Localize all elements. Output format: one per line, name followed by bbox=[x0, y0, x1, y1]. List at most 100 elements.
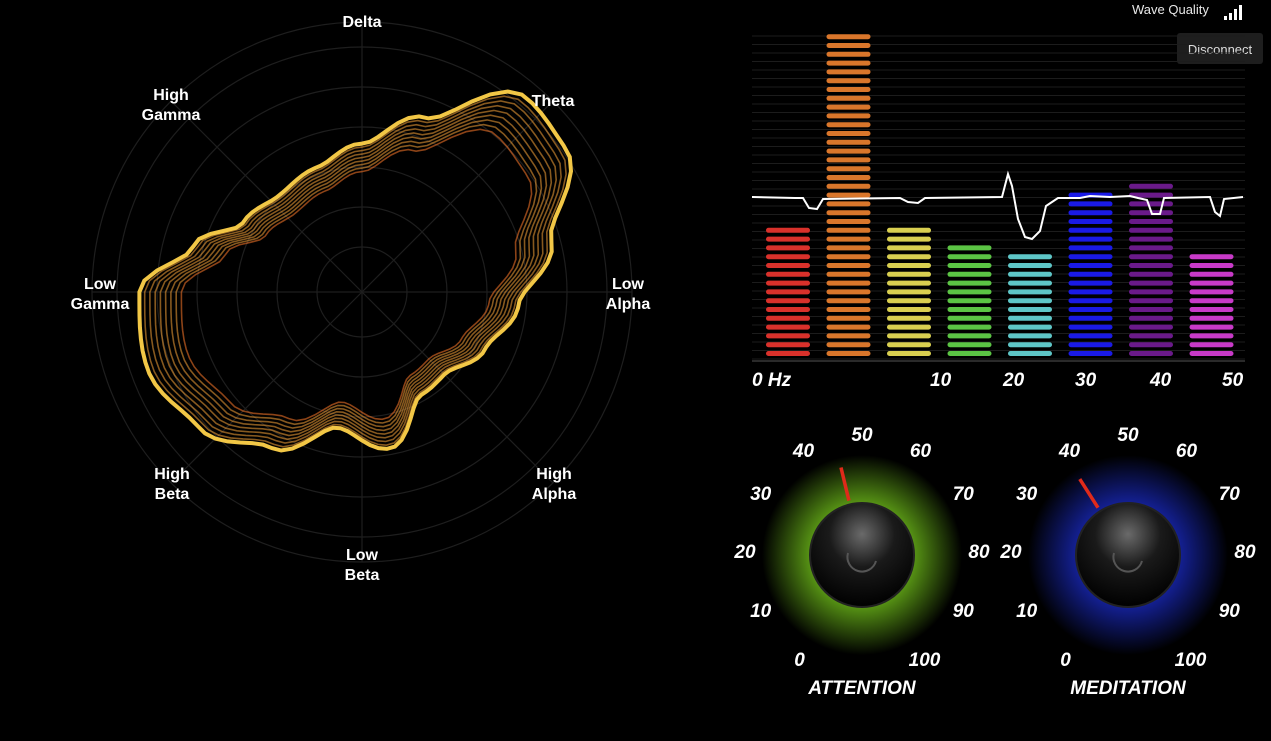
bar-segment bbox=[1068, 289, 1113, 295]
signal-bars-icon bbox=[1224, 5, 1242, 20]
bar-segment bbox=[1189, 298, 1234, 304]
bar-segment bbox=[826, 157, 871, 163]
bar-segment bbox=[1008, 280, 1052, 286]
radar-layer bbox=[137, 89, 574, 453]
bar-segment bbox=[1008, 271, 1052, 277]
spectrum-bar bbox=[1068, 192, 1113, 356]
radar-layer bbox=[143, 95, 567, 448]
bar-segment bbox=[887, 263, 931, 268]
bar-segment bbox=[826, 60, 871, 66]
bar-segment bbox=[1189, 271, 1234, 277]
radar-spoke bbox=[170, 100, 363, 293]
bar-segment bbox=[1068, 271, 1113, 277]
bar-segment bbox=[1068, 263, 1113, 268]
bar-segment bbox=[766, 342, 810, 348]
bar-segment bbox=[1129, 263, 1173, 268]
meditation-dial[interactable] bbox=[1008, 435, 1248, 675]
bar-segment bbox=[887, 315, 931, 321]
bar-segment bbox=[947, 307, 992, 312]
spectrum-bar bbox=[1129, 183, 1173, 356]
bar-segment bbox=[1189, 342, 1234, 348]
dial-tick-label: 40 bbox=[1058, 440, 1081, 462]
bar-segment bbox=[1068, 227, 1113, 233]
bar-segment bbox=[766, 351, 810, 356]
dial-knob bbox=[1075, 502, 1181, 608]
bar-segment bbox=[826, 201, 871, 207]
radar-label: High Alpha bbox=[531, 466, 577, 503]
meditation-title: MEDITATION bbox=[1070, 678, 1186, 699]
bar-segment bbox=[826, 104, 871, 110]
bar-segment bbox=[1189, 315, 1234, 321]
bar-segment bbox=[826, 139, 871, 145]
dial-needle bbox=[1078, 478, 1100, 509]
bar-segment bbox=[1189, 263, 1234, 268]
bar-segment bbox=[1189, 254, 1234, 260]
bar-segment bbox=[766, 236, 810, 242]
bar-segment bbox=[887, 254, 931, 260]
bar-segment bbox=[1189, 333, 1234, 339]
dial-tick-label: 50 bbox=[1117, 425, 1139, 446]
bar-segment bbox=[947, 315, 992, 321]
bar-segment bbox=[1008, 254, 1052, 260]
dial-tick-label: 10 bbox=[1016, 600, 1038, 622]
bar-segment bbox=[947, 342, 992, 348]
bar-segment bbox=[826, 254, 871, 260]
bar-segment bbox=[1068, 201, 1113, 207]
bar-segment bbox=[826, 227, 871, 233]
bar-segment bbox=[947, 351, 992, 356]
bar-segment bbox=[947, 271, 992, 277]
bar-segment bbox=[1008, 351, 1052, 356]
bar-segment bbox=[887, 298, 931, 304]
bar-segment bbox=[887, 271, 931, 277]
bar-segment bbox=[826, 219, 871, 224]
dial-tick-label: 20 bbox=[734, 542, 756, 563]
bar-segment bbox=[1129, 324, 1173, 330]
bar-segment bbox=[1068, 245, 1113, 251]
bar-segment bbox=[826, 307, 871, 312]
bar-segment bbox=[826, 271, 871, 277]
eeg-signal-line bbox=[751, 170, 1244, 241]
dial-tick-label: 0 bbox=[1060, 650, 1071, 672]
dial-tick-label: 30 bbox=[750, 483, 772, 505]
bar-segment bbox=[826, 183, 871, 189]
dial-tick-label: 90 bbox=[1218, 600, 1240, 622]
attention-dial[interactable] bbox=[742, 435, 982, 675]
frequency-spectrum bbox=[751, 34, 1245, 362]
spectrum-bar bbox=[1008, 254, 1052, 356]
bar-segment bbox=[1129, 298, 1173, 304]
bar-segment bbox=[1129, 271, 1173, 277]
bar-segment bbox=[826, 263, 871, 268]
bar-segment bbox=[1008, 333, 1052, 339]
dial-knob bbox=[809, 502, 915, 608]
bar-segment bbox=[826, 192, 871, 198]
bar-segment bbox=[947, 254, 992, 260]
bar-segment bbox=[1068, 315, 1113, 321]
bar-segment bbox=[766, 263, 810, 268]
bar-segment bbox=[766, 227, 810, 233]
bar-segment bbox=[1189, 351, 1234, 356]
bar-segment bbox=[947, 263, 992, 268]
bar-segment bbox=[826, 78, 871, 84]
radar-layer bbox=[170, 119, 543, 429]
bar-segment bbox=[1129, 227, 1173, 233]
bar-segment bbox=[1129, 342, 1173, 348]
bar-segment bbox=[766, 298, 810, 304]
bar-segment bbox=[887, 307, 931, 312]
dial-tick-label: 100 bbox=[1174, 650, 1207, 672]
spectrum-axis-label: 0 Hz bbox=[752, 370, 792, 391]
bar-segment bbox=[766, 333, 810, 339]
bar-segment bbox=[1068, 236, 1113, 242]
bar-segment bbox=[1068, 298, 1113, 304]
bar-segment bbox=[1129, 254, 1173, 260]
bar-segment bbox=[826, 148, 871, 154]
bar-segment bbox=[1008, 342, 1052, 348]
bar-segment bbox=[1068, 333, 1113, 339]
radar-layer bbox=[175, 123, 538, 426]
disconnect-button[interactable]: Disconnect bbox=[1177, 33, 1263, 64]
bar-segment bbox=[826, 34, 871, 40]
spectrum-axis-label: 20 bbox=[1003, 370, 1025, 391]
bar-segment bbox=[1129, 351, 1173, 356]
dial-needle bbox=[839, 467, 851, 501]
bar-segment bbox=[947, 245, 992, 251]
radar-label: Low Alpha bbox=[605, 276, 651, 313]
